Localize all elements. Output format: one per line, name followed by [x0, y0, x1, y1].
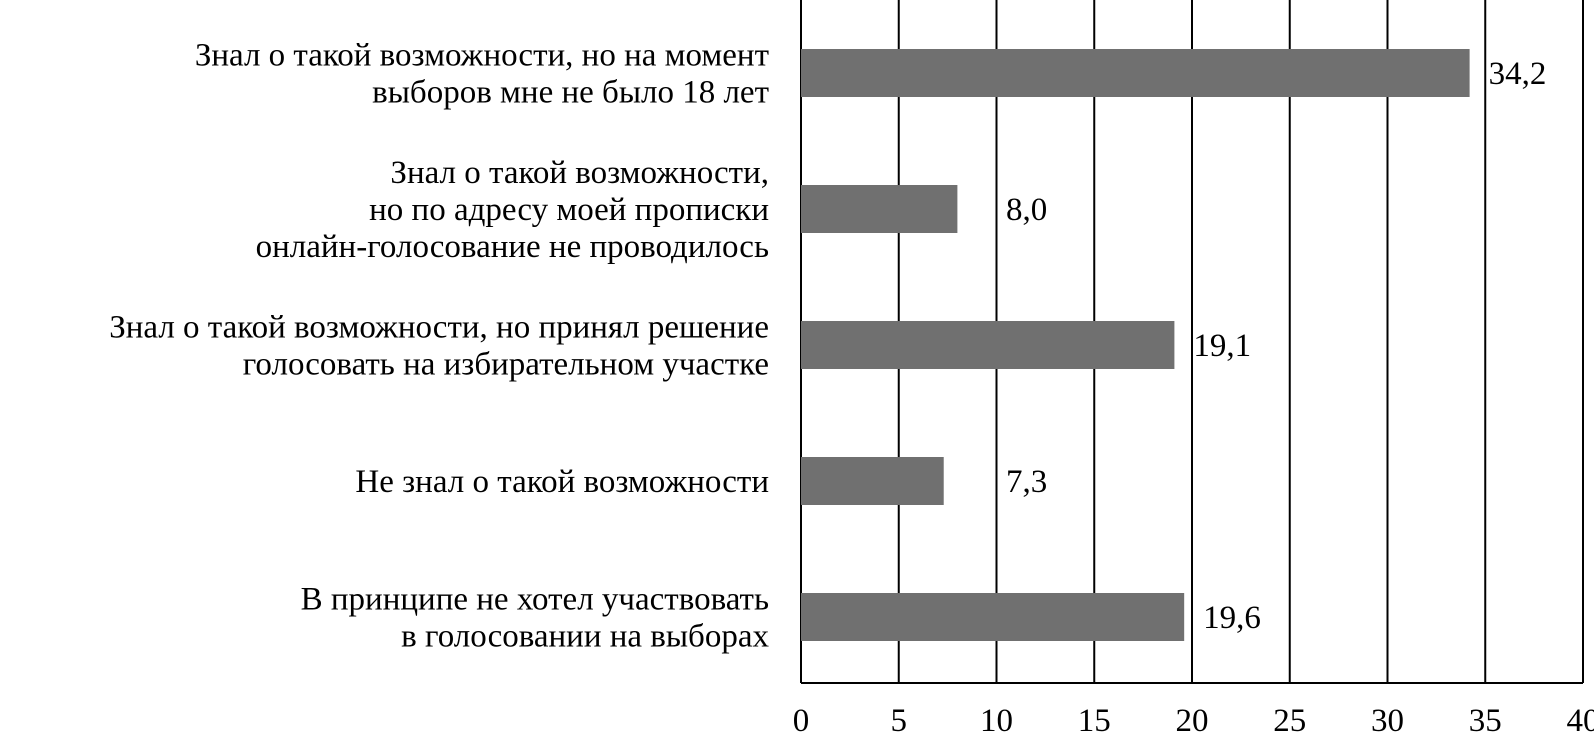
x-tick-label: 0 [793, 703, 810, 739]
data-label: 34,2 [1489, 56, 1547, 92]
x-tick-label: 40 [1567, 703, 1594, 739]
category-label: В принципе не хотел участвовать [301, 582, 769, 618]
category-label: Знал о такой возможности, но на момент [195, 38, 769, 74]
data-label: 7,3 [1006, 464, 1047, 500]
category-label: онлайн-голосование не проводилось [256, 229, 769, 265]
x-tick-label: 30 [1371, 703, 1404, 739]
x-tick-label: 5 [891, 703, 908, 739]
bar [801, 457, 944, 505]
bar [801, 593, 1185, 641]
data-label: 8,0 [1006, 192, 1047, 228]
category-label: но по адресу моей прописки [369, 192, 769, 228]
x-tick-label: 20 [1176, 703, 1209, 739]
data-label: 19,1 [1193, 328, 1251, 364]
x-tick-label: 10 [980, 703, 1013, 739]
category-label: в голосовании на выборах [401, 619, 769, 655]
bar [801, 185, 958, 233]
x-tick-label: 25 [1273, 703, 1306, 739]
bar [801, 321, 1175, 369]
bar [801, 49, 1470, 97]
category-label: голосовать на избирательном участке [243, 347, 769, 383]
category-label: Знал о такой возможности, но принял реше… [109, 310, 769, 346]
category-label: выборов мне не было 18 лет [372, 75, 769, 111]
category-label: Знал о такой возможности, [390, 155, 769, 191]
x-tick-label: 35 [1469, 703, 1502, 739]
data-label: 19,6 [1203, 600, 1261, 636]
x-tick-label: 15 [1078, 703, 1111, 739]
category-label: Не знал о такой возможности [355, 464, 769, 500]
